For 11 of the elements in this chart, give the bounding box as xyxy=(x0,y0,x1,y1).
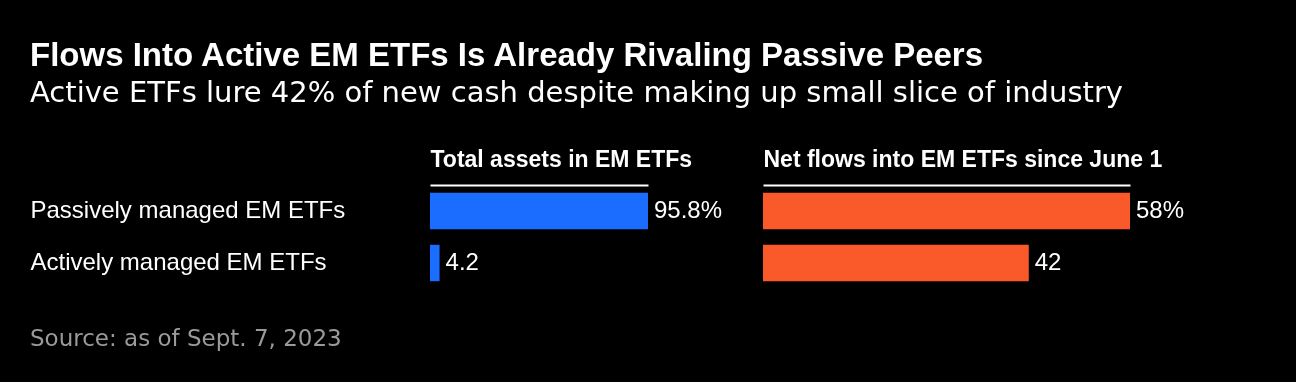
data-label: 95.8% xyxy=(654,196,723,223)
data-label: 4.2 xyxy=(445,248,479,275)
source-note: Source: as of Sept. 7, 2023 xyxy=(30,325,342,351)
x-axis-title: Net flows into EM ETFs since June 1 xyxy=(763,145,1163,172)
chart-title: Flows Into Active EM ETFs Is Already Rivaling Passive Peers xyxy=(30,36,984,73)
x-axis-title: Total assets in EM ETFs xyxy=(430,145,693,172)
y-tick-label: Passively managed EM ETFs xyxy=(30,196,346,223)
data-label: 42 xyxy=(1034,248,1062,275)
y-tick-label: Actively managed EM ETFs xyxy=(30,248,327,275)
chart-subtitle: Active ETFs lure 42% of new cash despite making up small slice of industry xyxy=(30,75,1123,109)
data-label: 58% xyxy=(1136,196,1185,223)
